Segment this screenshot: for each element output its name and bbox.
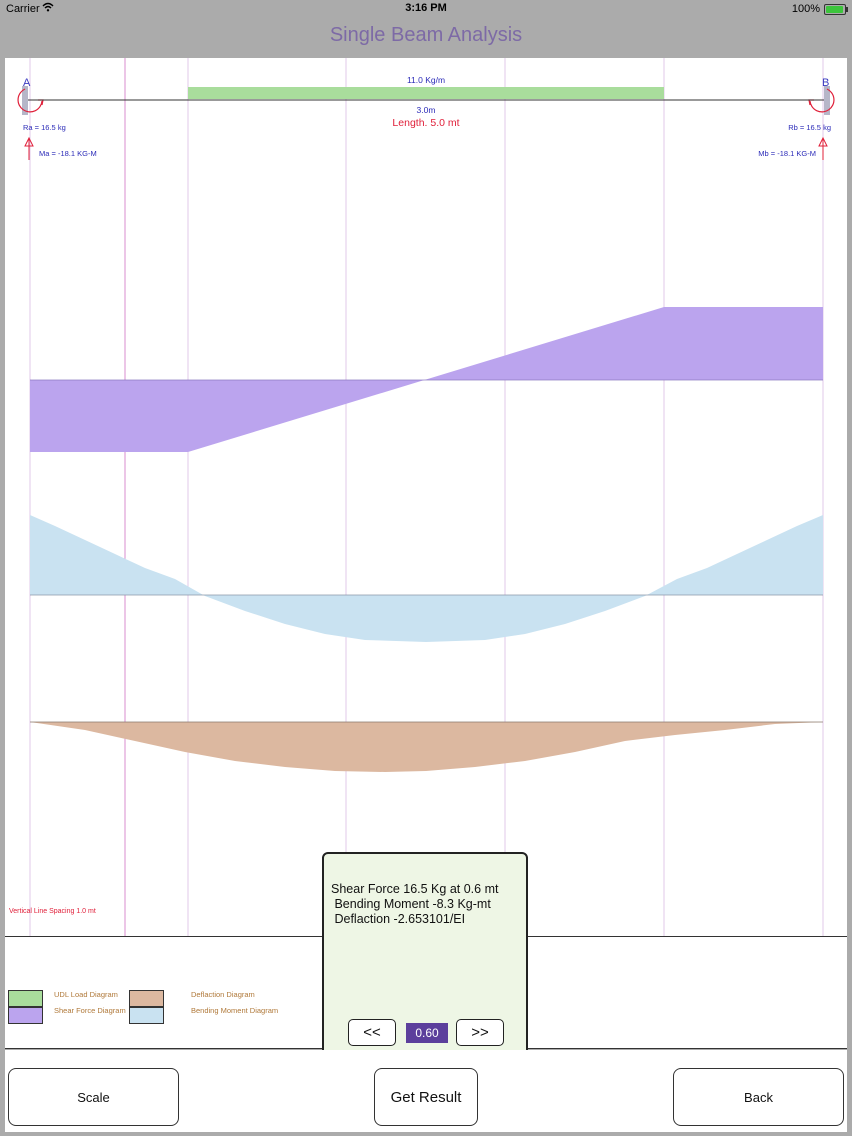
beam-length-label: Length. 5.0 mt [392, 117, 459, 129]
support-a [22, 86, 28, 115]
shear-force-diagram [30, 307, 823, 452]
label-b: B [822, 77, 829, 89]
status-bar: Carrier 3:16 PM 100% [0, 0, 852, 18]
legend-udl-label: UDL Load Diagram [54, 990, 118, 999]
moment-a-label: Ma = -18.1 KG-M [39, 149, 97, 158]
legend-deflection-swatch [129, 990, 164, 1007]
shear-force-result: Shear Force 16.5 Kg at 0.6 mt [331, 882, 499, 896]
udl-length-label: 3.0m [417, 105, 436, 115]
legend-deflection-label: Deflaction Diagram [191, 990, 255, 999]
next-position-button[interactable]: >> [456, 1019, 504, 1046]
reaction-arrow-a-icon [24, 136, 34, 160]
page-title: Single Beam Analysis [329, 24, 523, 46]
beam-diagram: 11.0 Kg/m A B 3.0m Length. 5.0 mt Ra = 1… [9, 58, 835, 936]
reaction-arrow-b-icon [818, 136, 828, 160]
get-result-button[interactable]: Get Result [374, 1068, 478, 1126]
battery-icon [824, 4, 848, 15]
deflection-diagram [30, 722, 823, 772]
result-info-popup: Shear Force 16.5 Kg at 0.6 mt Bending Mo… [322, 852, 528, 1058]
reaction-a-label: Ra = 16.5 kg [23, 123, 66, 132]
udl-load-label: 11.0 Kg/m [407, 75, 445, 85]
vertical-spacing-note: Vertical Line Spacing 1.0 mt [9, 908, 96, 915]
deflection-result: Deflaction -2.653101/EI [331, 912, 466, 926]
support-b [824, 86, 830, 115]
previous-position-button[interactable]: << [348, 1019, 396, 1046]
vertical-grid [29, 58, 824, 936]
clock-label: 3:16 PM [405, 2, 447, 14]
legend-moment-label: Bending Moment Diagram [191, 1006, 279, 1015]
position-value: 0.60 [406, 1023, 448, 1043]
battery-percent: 100% [791, 3, 820, 15]
legend-shear-swatch [8, 1007, 43, 1024]
wifi-icon [42, 2, 54, 12]
reaction-b-label: Rb = 16.5 kg [788, 123, 831, 132]
beam-diagram-canvas: 11.0 Kg/m A B 3.0m Length. 5.0 mt Ra = 1… [5, 58, 847, 1048]
udl-load-bar [188, 87, 664, 99]
carrier-label: Carrier [6, 3, 40, 15]
legend-moment-swatch [129, 1007, 164, 1024]
back-button[interactable]: Back [673, 1068, 844, 1126]
moment-arc-a-icon [17, 88, 43, 113]
legend-shear-label: Shear Force Diagram [54, 1006, 126, 1015]
bending-moment-result: Bending Moment -8.3 Kg-mt [331, 897, 491, 911]
scale-button[interactable]: Scale [8, 1068, 179, 1126]
moment-b-label: Mb = -18.1 KG-M [758, 149, 816, 158]
legend-udl-swatch [8, 990, 43, 1007]
label-a: A [23, 77, 31, 89]
bending-moment-diagram [30, 515, 823, 642]
moment-arc-b-icon [809, 88, 835, 113]
